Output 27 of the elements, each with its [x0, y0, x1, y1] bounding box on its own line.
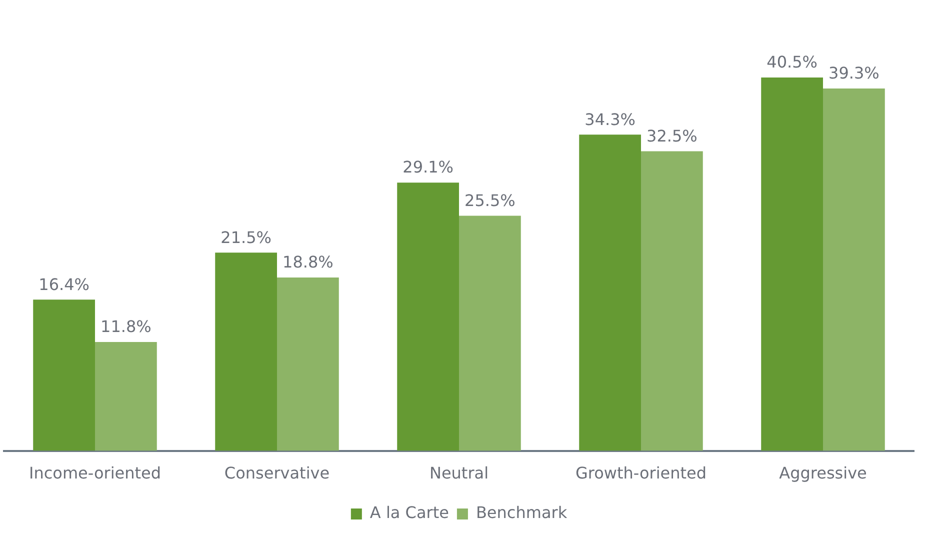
x-tick-label: Conservative: [224, 464, 330, 483]
bar: [761, 77, 823, 451]
legend-label: Benchmark: [476, 503, 568, 522]
bar: [95, 342, 157, 451]
bar: [823, 88, 885, 451]
data-label: 29.1%: [402, 158, 454, 177]
data-label: 21.5%: [220, 228, 272, 247]
data-label: 25.5%: [464, 190, 516, 210]
data-label: 18.8%: [282, 252, 334, 272]
data-label: 34.3%: [584, 110, 636, 129]
data-label: 40.5%: [766, 52, 818, 72]
bar: [33, 300, 95, 451]
x-tick-label: Aggressive: [779, 464, 867, 483]
bar: [215, 252, 277, 451]
x-tick-label: Neutral: [429, 464, 489, 483]
legend-label: A la Carte: [370, 503, 449, 522]
bar: [641, 151, 703, 451]
bar: [397, 182, 459, 451]
data-label: 16.4%: [38, 274, 90, 294]
bar: [277, 278, 339, 451]
data-label: 11.8%: [100, 317, 152, 336]
bar: [579, 134, 641, 451]
data-label: 32.5%: [646, 126, 698, 146]
bar: [459, 216, 521, 451]
x-tick-label: Growth-oriented: [575, 464, 707, 483]
data-label: 39.3%: [828, 64, 880, 83]
x-tick-label: Income-oriented: [28, 464, 162, 483]
